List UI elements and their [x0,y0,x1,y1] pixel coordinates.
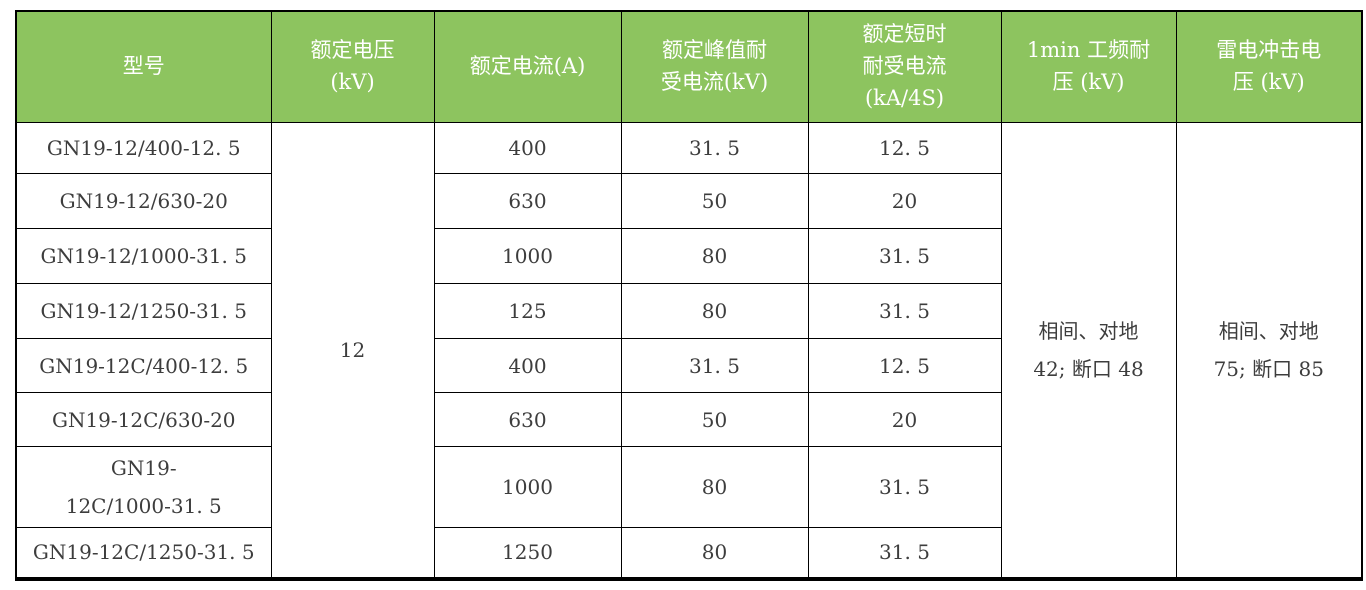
header-cell-power-frequency-withstand: 1min 工频耐 压 (kV) [1000,10,1177,123]
short-time-current-cell: 31. 5 [807,228,1002,284]
header-cell-rated-voltage: 额定电压 (kV) [270,10,435,123]
table-row: GN19-12/1250-31. 5 125 80 31. 5 [15,283,1362,339]
current-cell: 630 [433,392,622,447]
model-cell: GN19-12C/630-20 [15,392,272,447]
spec-table: 型号 额定电压 (kV) 额定电流(A) 额定峰值耐 受电流(kV) 额定短时 … [15,10,1363,581]
power-frequency-cell: 相间、对地 42; 断口 48 [1000,122,1177,579]
peak-current-cell: 31. 5 [620,338,809,393]
peak-current-cell: 80 [620,446,809,528]
short-time-current-cell: 31. 5 [807,527,1002,579]
table-row: GN19-12C/400-12. 5 400 31. 5 12. 5 [15,338,1362,393]
peak-current-cell: 50 [620,392,809,447]
peak-current-cell: 31. 5 [620,122,809,174]
header-cell-short-time-withstand-current: 额定短时 耐受电流 (kA/4S) [807,10,1002,123]
header-cell-rated-current: 额定电流(A) [433,10,622,123]
header-cell-model: 型号 [15,10,272,123]
short-time-current-cell: 20 [807,173,1002,229]
current-cell: 1000 [433,446,622,528]
short-time-current-cell: 31. 5 [807,283,1002,339]
lightning-impulse-cell: 相间、对地 75; 断口 85 [1175,122,1363,579]
current-cell: 1000 [433,228,622,284]
model-cell: GN19-12/630-20 [15,173,272,229]
current-cell: 630 [433,173,622,229]
model-cell: GN19-12/1000-31. 5 [15,228,272,284]
short-time-current-cell: 31. 5 [807,446,1002,528]
model-cell: GN19-12/400-12. 5 [15,122,272,174]
peak-current-cell: 50 [620,173,809,229]
model-cell: GN19-12/1250-31. 5 [15,283,272,339]
current-cell: 400 [433,338,622,393]
short-time-current-cell: 12. 5 [807,122,1002,174]
peak-current-cell: 80 [620,527,809,579]
table-row: GN19-12C/630-20 630 50 20 [15,392,1362,447]
current-cell: 125 [433,283,622,339]
table-row: GN19- 12C/1000-31. 5 1000 80 31. 5 [15,446,1362,528]
model-cell: GN19- 12C/1000-31. 5 [15,446,272,528]
header-cell-peak-withstand-current: 额定峰值耐 受电流(kV) [620,10,809,123]
model-cell: GN19-12C/400-12. 5 [15,338,272,393]
header-cell-lightning-impulse: 雷电冲击电 压 (kV) [1175,10,1363,123]
short-time-current-cell: 12. 5 [807,338,1002,393]
spec-table-container: 型号 额定电压 (kV) 额定电流(A) 额定峰值耐 受电流(kV) 额定短时 … [15,10,1363,581]
rated-voltage-cell: 12 [270,122,435,579]
model-cell: GN19-12C/1250-31. 5 [15,527,272,579]
short-time-current-cell: 20 [807,392,1002,447]
table-row: GN19-12C/1250-31. 5 1250 80 31. 5 [15,527,1362,579]
peak-current-cell: 80 [620,228,809,284]
peak-current-cell: 80 [620,283,809,339]
table-row: GN19-12/630-20 630 50 20 [15,173,1362,229]
table-row: GN19-12/400-12. 5 12 400 31. 5 12. 5 相间、… [15,122,1363,579]
current-cell: 1250 [433,527,622,579]
table-row: GN19-12/1000-31. 5 1000 80 31. 5 [15,228,1362,284]
header-row: 型号 额定电压 (kV) 额定电流(A) 额定峰值耐 受电流(kV) 额定短时 … [15,10,1363,123]
current-cell: 400 [433,122,622,174]
